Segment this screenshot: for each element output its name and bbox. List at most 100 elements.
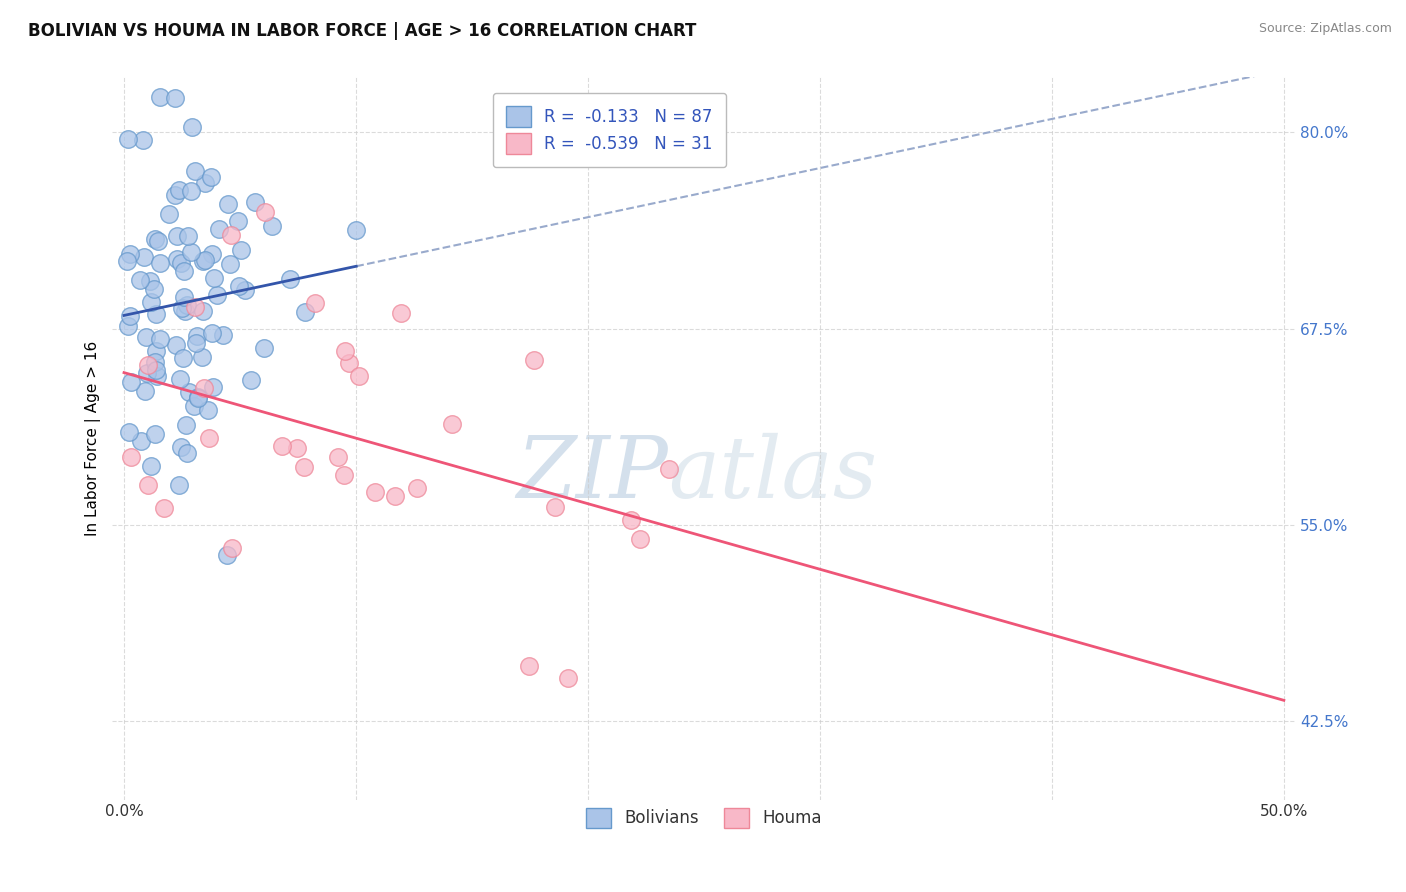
Point bbox=[145, 368, 167, 383]
Point bbox=[148, 234, 170, 248]
Point bbox=[191, 351, 214, 365]
Point bbox=[135, 366, 157, 380]
Point bbox=[143, 427, 166, 442]
Point bbox=[165, 188, 187, 202]
Point bbox=[205, 288, 228, 302]
Point bbox=[260, 219, 283, 233]
Point bbox=[153, 500, 176, 515]
Point bbox=[172, 301, 194, 316]
Text: Source: ZipAtlas.com: Source: ZipAtlas.com bbox=[1258, 22, 1392, 36]
Point bbox=[166, 228, 188, 243]
Point bbox=[441, 417, 464, 431]
Point bbox=[202, 270, 225, 285]
Text: atlas: atlas bbox=[668, 434, 877, 516]
Point bbox=[253, 205, 276, 219]
Point bbox=[138, 359, 160, 373]
Point bbox=[184, 164, 207, 178]
Point bbox=[118, 309, 141, 323]
Point bbox=[523, 352, 546, 367]
Point bbox=[193, 381, 215, 395]
Point bbox=[141, 294, 163, 309]
Point bbox=[364, 484, 387, 499]
Point bbox=[139, 459, 162, 474]
Point bbox=[219, 228, 242, 243]
Point bbox=[544, 500, 567, 515]
Point bbox=[217, 197, 239, 211]
Point bbox=[134, 384, 156, 399]
Point bbox=[211, 327, 233, 342]
Point bbox=[149, 256, 172, 270]
Point bbox=[167, 183, 190, 197]
Text: ZIP: ZIP bbox=[516, 434, 668, 516]
Point bbox=[208, 222, 231, 236]
Point bbox=[389, 306, 412, 320]
Point bbox=[174, 417, 197, 432]
Point bbox=[180, 244, 202, 259]
Point bbox=[180, 184, 202, 198]
Point bbox=[197, 402, 219, 417]
Point bbox=[217, 548, 239, 562]
Point bbox=[169, 372, 191, 386]
Point bbox=[517, 659, 540, 673]
Point bbox=[253, 341, 276, 355]
Point bbox=[294, 304, 316, 318]
Point bbox=[170, 441, 193, 455]
Point bbox=[170, 256, 193, 270]
Point bbox=[142, 282, 165, 296]
Point bbox=[143, 354, 166, 368]
Point bbox=[139, 274, 162, 288]
Point bbox=[136, 477, 159, 491]
Point bbox=[198, 431, 221, 445]
Point bbox=[132, 250, 155, 264]
Point bbox=[157, 207, 180, 221]
Point bbox=[219, 257, 242, 271]
Point bbox=[229, 243, 252, 257]
Point bbox=[174, 304, 197, 318]
Point bbox=[120, 375, 142, 389]
Point bbox=[285, 441, 308, 455]
Point bbox=[292, 459, 315, 474]
Point bbox=[179, 385, 201, 400]
Point bbox=[117, 318, 139, 333]
Text: BOLIVIAN VS HOUMA IN LABOR FORCE | AGE > 16 CORRELATION CHART: BOLIVIAN VS HOUMA IN LABOR FORCE | AGE >… bbox=[28, 22, 696, 40]
Point bbox=[176, 446, 198, 460]
Point bbox=[243, 195, 266, 210]
Point bbox=[145, 344, 167, 359]
Point bbox=[193, 254, 215, 268]
Point bbox=[145, 307, 167, 321]
Point bbox=[120, 450, 142, 465]
Point bbox=[194, 176, 217, 190]
Point bbox=[658, 461, 681, 475]
Point bbox=[278, 272, 301, 286]
Point bbox=[167, 478, 190, 492]
Point bbox=[149, 332, 172, 346]
Point bbox=[177, 228, 200, 243]
Point bbox=[172, 351, 194, 366]
Point bbox=[117, 253, 139, 268]
Point bbox=[165, 91, 187, 105]
Legend: Bolivians, Houma: Bolivians, Houma bbox=[579, 801, 828, 835]
Point bbox=[270, 439, 292, 453]
Point bbox=[173, 290, 195, 304]
Y-axis label: In Labor Force | Age > 16: In Labor Force | Age > 16 bbox=[86, 341, 101, 536]
Point bbox=[304, 295, 326, 310]
Point bbox=[132, 133, 155, 147]
Point bbox=[333, 343, 356, 358]
Point bbox=[187, 391, 209, 405]
Point bbox=[384, 489, 406, 503]
Point bbox=[201, 247, 224, 261]
Point bbox=[183, 399, 205, 413]
Point bbox=[118, 425, 141, 439]
Point bbox=[184, 300, 207, 314]
Point bbox=[337, 356, 360, 370]
Point bbox=[143, 232, 166, 246]
Point bbox=[194, 252, 217, 267]
Point bbox=[332, 468, 354, 483]
Point bbox=[628, 532, 651, 546]
Point bbox=[228, 278, 250, 293]
Point bbox=[184, 335, 207, 350]
Point bbox=[557, 671, 579, 685]
Point bbox=[149, 89, 172, 103]
Point bbox=[117, 132, 139, 146]
Point bbox=[145, 363, 167, 377]
